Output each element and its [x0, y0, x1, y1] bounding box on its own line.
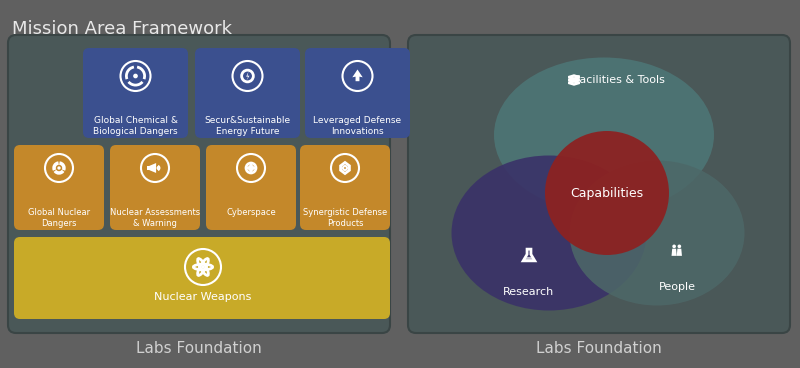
FancyBboxPatch shape	[110, 145, 200, 230]
Circle shape	[201, 265, 205, 269]
FancyBboxPatch shape	[305, 48, 410, 138]
Polygon shape	[523, 257, 535, 261]
Circle shape	[678, 245, 681, 248]
FancyBboxPatch shape	[195, 48, 300, 138]
Ellipse shape	[451, 156, 646, 311]
Polygon shape	[147, 166, 150, 170]
Circle shape	[133, 74, 138, 78]
Circle shape	[672, 245, 676, 248]
Text: Labs Foundation: Labs Foundation	[136, 341, 262, 356]
Text: Nuclear Weapons: Nuclear Weapons	[154, 292, 252, 302]
Polygon shape	[150, 163, 156, 173]
FancyBboxPatch shape	[408, 35, 790, 333]
Text: People: People	[658, 282, 695, 292]
Text: Global Nuclear
Dangers: Global Nuclear Dangers	[28, 208, 90, 228]
FancyBboxPatch shape	[206, 145, 296, 230]
Circle shape	[545, 131, 669, 255]
Polygon shape	[677, 249, 682, 256]
Text: Mission Area Framework: Mission Area Framework	[12, 20, 232, 38]
FancyBboxPatch shape	[300, 145, 390, 230]
FancyBboxPatch shape	[8, 35, 390, 333]
FancyBboxPatch shape	[14, 145, 104, 230]
FancyBboxPatch shape	[14, 237, 390, 319]
FancyBboxPatch shape	[83, 48, 188, 138]
Text: Secur&Sustainable
Energy Future: Secur&Sustainable Energy Future	[205, 116, 290, 136]
Circle shape	[58, 166, 61, 170]
Text: Capabilities: Capabilities	[570, 187, 643, 199]
Polygon shape	[246, 71, 250, 81]
Text: Cyberspace: Cyberspace	[226, 208, 276, 217]
Text: Research: Research	[503, 287, 554, 297]
Ellipse shape	[494, 57, 714, 212]
Polygon shape	[352, 70, 362, 81]
Ellipse shape	[570, 160, 745, 305]
Text: Labs Foundation: Labs Foundation	[536, 341, 662, 356]
Text: Nuclear Assessments
& Warning: Nuclear Assessments & Warning	[110, 208, 200, 228]
Text: Global Chemical &
Biological Dangers: Global Chemical & Biological Dangers	[93, 116, 178, 136]
Text: Facilities & Tools: Facilities & Tools	[574, 75, 665, 85]
Text: Synergistic Defense
Products: Synergistic Defense Products	[303, 208, 387, 228]
Text: Leveraged Defense
Innovations: Leveraged Defense Innovations	[314, 116, 402, 136]
Polygon shape	[671, 249, 677, 256]
